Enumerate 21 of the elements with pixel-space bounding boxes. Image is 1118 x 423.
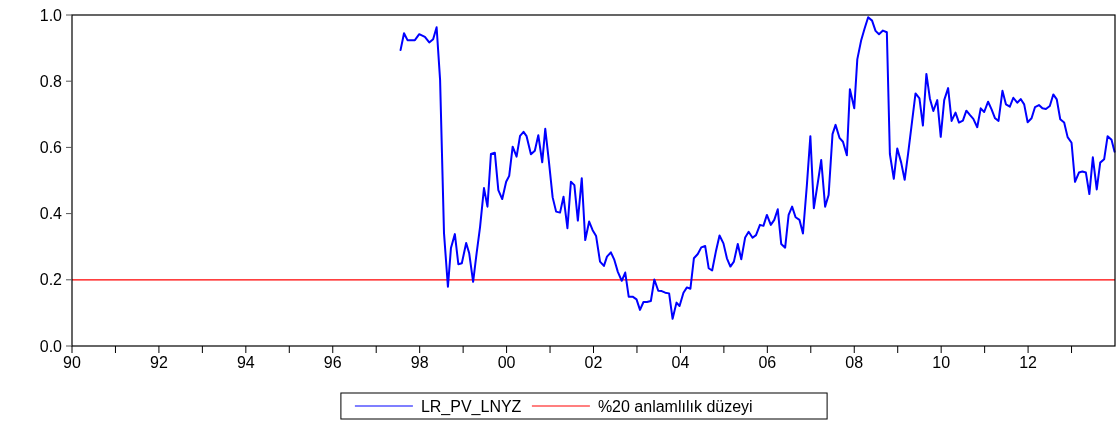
y-tick-label: 1.0: [39, 6, 63, 24]
x-tick-label: 02: [584, 354, 603, 371]
y-tick-label: 0.6: [39, 139, 63, 156]
y-tick-label: 0.8: [39, 72, 63, 90]
x-tick-label: 90: [63, 354, 81, 371]
legend-label: LR_PV_LNYZ: [420, 397, 522, 416]
x-tick-label: 12: [1019, 354, 1038, 371]
line-series: [399, 16, 1116, 320]
x-tick-label: 00: [497, 354, 516, 371]
y-tick-label: 0.0: [39, 337, 63, 355]
x-tick-label: 92: [150, 354, 168, 371]
x-tick-label: 04: [671, 354, 690, 371]
x-tick-label: 96: [323, 354, 342, 371]
x-tick-label: 98: [410, 354, 429, 371]
y-tick-label: 0.4: [39, 205, 63, 223]
x-tick-label: 94: [236, 354, 255, 371]
x-tick-label: 10: [932, 354, 951, 371]
y-tick-label: 0.2: [39, 271, 63, 289]
x-tick-label: 08: [845, 354, 864, 371]
x-tick-label: 06: [758, 354, 777, 371]
legend-label: %20 anlamlılık düzeyi: [597, 397, 753, 415]
